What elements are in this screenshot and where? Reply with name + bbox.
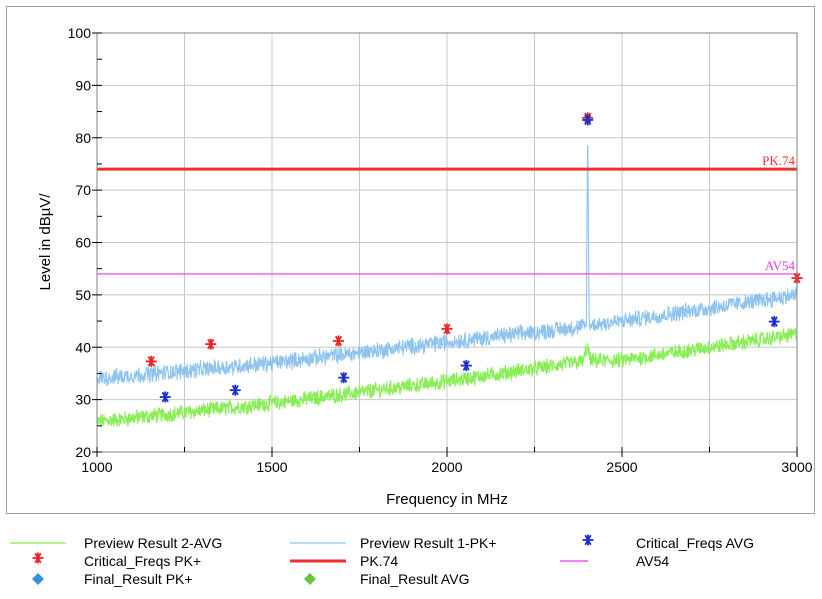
y-tick-label: 40 bbox=[75, 339, 91, 355]
critical-freq-marker bbox=[145, 355, 157, 367]
axes: 20 30 40 50 60 70 80 90 100 1000 1500 2000 2500 3000 bbox=[68, 25, 813, 475]
legend-item: Final_Result AVG bbox=[304, 571, 469, 587]
critical-freq-marker bbox=[229, 384, 241, 396]
legend-item: Preview Result 1-PK+ bbox=[290, 535, 497, 551]
legend-item: PK.74 bbox=[290, 553, 398, 569]
markers-layer bbox=[145, 112, 803, 403]
legend-label: Critical_Freqs PK+ bbox=[84, 553, 201, 569]
legend-item: Critical_Freqs AVG bbox=[582, 534, 754, 551]
y-tick-label: 60 bbox=[75, 235, 91, 251]
y-tick-label: 30 bbox=[75, 392, 91, 408]
y-tick-label: 80 bbox=[75, 130, 91, 146]
critical-freq-marker bbox=[441, 323, 453, 335]
legend-item: Critical_Freqs PK+ bbox=[32, 552, 201, 569]
critical-freq-marker bbox=[338, 372, 350, 384]
legend-label: PK.74 bbox=[360, 553, 398, 569]
x-tick-label: 1500 bbox=[256, 459, 287, 475]
y-tick-label: 90 bbox=[75, 77, 91, 93]
legend-diamond-icon bbox=[304, 573, 316, 585]
legend-label: Final_Result PK+ bbox=[84, 571, 193, 587]
x-tick-label: 2500 bbox=[606, 459, 637, 475]
limits-layer: PK.74 AV54 bbox=[97, 153, 797, 275]
legend-item: Preview Result 2-AVG bbox=[10, 535, 222, 551]
legend-diamond-icon bbox=[32, 573, 44, 585]
legend-star-icon bbox=[582, 534, 594, 546]
limit-label-av54: AV54 bbox=[765, 258, 796, 273]
critical-freq-marker bbox=[205, 338, 217, 350]
legend-label: Final_Result AVG bbox=[360, 571, 469, 587]
legend-label: Preview Result 1-PK+ bbox=[360, 535, 497, 551]
legend: Preview Result 2-AVG Preview Result 1-PK+… bbox=[10, 534, 754, 587]
limit-label-pk-74: PK.74 bbox=[762, 153, 795, 168]
critical-freq-marker bbox=[460, 360, 472, 372]
critical-freq-marker bbox=[333, 335, 344, 347]
critical-freq-marker bbox=[768, 316, 780, 328]
legend-item: Final_Result PK+ bbox=[32, 571, 193, 587]
y-tick-label: 20 bbox=[75, 444, 91, 460]
y-axis-title: Level in dBµV/ bbox=[37, 193, 54, 291]
grid bbox=[97, 33, 797, 452]
legend-item: AV54 bbox=[560, 553, 669, 569]
legend-label: Preview Result 2-AVG bbox=[84, 535, 222, 551]
x-axis-title: Frequency in MHz bbox=[386, 491, 508, 508]
legend-star-icon bbox=[32, 552, 44, 564]
series-layer bbox=[96, 145, 798, 427]
y-tick-label: 100 bbox=[68, 25, 92, 41]
y-tick-label: 70 bbox=[75, 182, 91, 198]
critical-freq-marker bbox=[582, 114, 594, 126]
series-preview-result-2-avg bbox=[96, 328, 798, 427]
critical-freq-marker bbox=[159, 391, 171, 403]
x-tick-label: 3000 bbox=[781, 459, 812, 475]
legend-label: AV54 bbox=[636, 553, 669, 569]
x-tick-label: 1000 bbox=[81, 459, 112, 475]
legend-label: Critical_Freqs AVG bbox=[636, 535, 754, 551]
y-tick-label: 50 bbox=[75, 287, 91, 303]
series-preview-result-1-pk- bbox=[96, 145, 798, 387]
x-tick-label: 2000 bbox=[431, 459, 462, 475]
